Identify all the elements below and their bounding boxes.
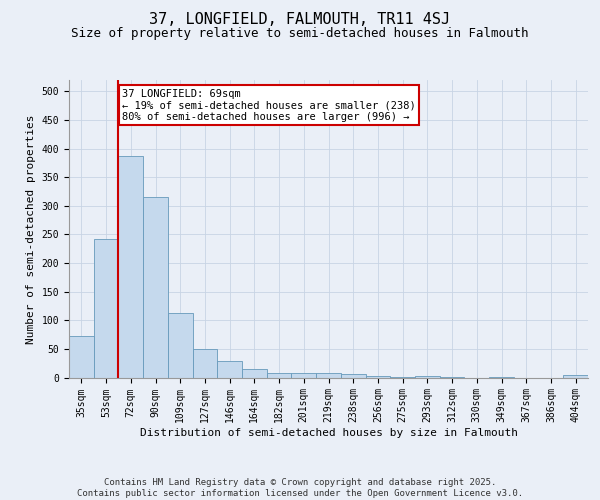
Bar [563, 375, 588, 378]
Bar [267, 374, 292, 378]
Bar [292, 374, 316, 378]
Bar [242, 370, 267, 378]
Bar [193, 349, 217, 378]
Bar [118, 156, 143, 378]
Bar [217, 361, 242, 378]
Bar [143, 198, 168, 378]
Bar [316, 374, 341, 378]
Bar [489, 377, 514, 378]
Text: Size of property relative to semi-detached houses in Falmouth: Size of property relative to semi-detach… [71, 28, 529, 40]
Bar [341, 374, 365, 378]
Bar [365, 376, 390, 378]
Text: Contains HM Land Registry data © Crown copyright and database right 2025.
Contai: Contains HM Land Registry data © Crown c… [77, 478, 523, 498]
X-axis label: Distribution of semi-detached houses by size in Falmouth: Distribution of semi-detached houses by … [139, 428, 517, 438]
Text: 37 LONGFIELD: 69sqm
← 19% of semi-detached houses are smaller (238)
80% of semi-: 37 LONGFIELD: 69sqm ← 19% of semi-detach… [122, 88, 416, 122]
Bar [415, 376, 440, 378]
Bar [390, 377, 415, 378]
Bar [69, 336, 94, 378]
Bar [440, 377, 464, 378]
Bar [168, 313, 193, 378]
Bar [94, 239, 118, 378]
Y-axis label: Number of semi-detached properties: Number of semi-detached properties [26, 114, 36, 344]
Text: 37, LONGFIELD, FALMOUTH, TR11 4SJ: 37, LONGFIELD, FALMOUTH, TR11 4SJ [149, 12, 451, 28]
